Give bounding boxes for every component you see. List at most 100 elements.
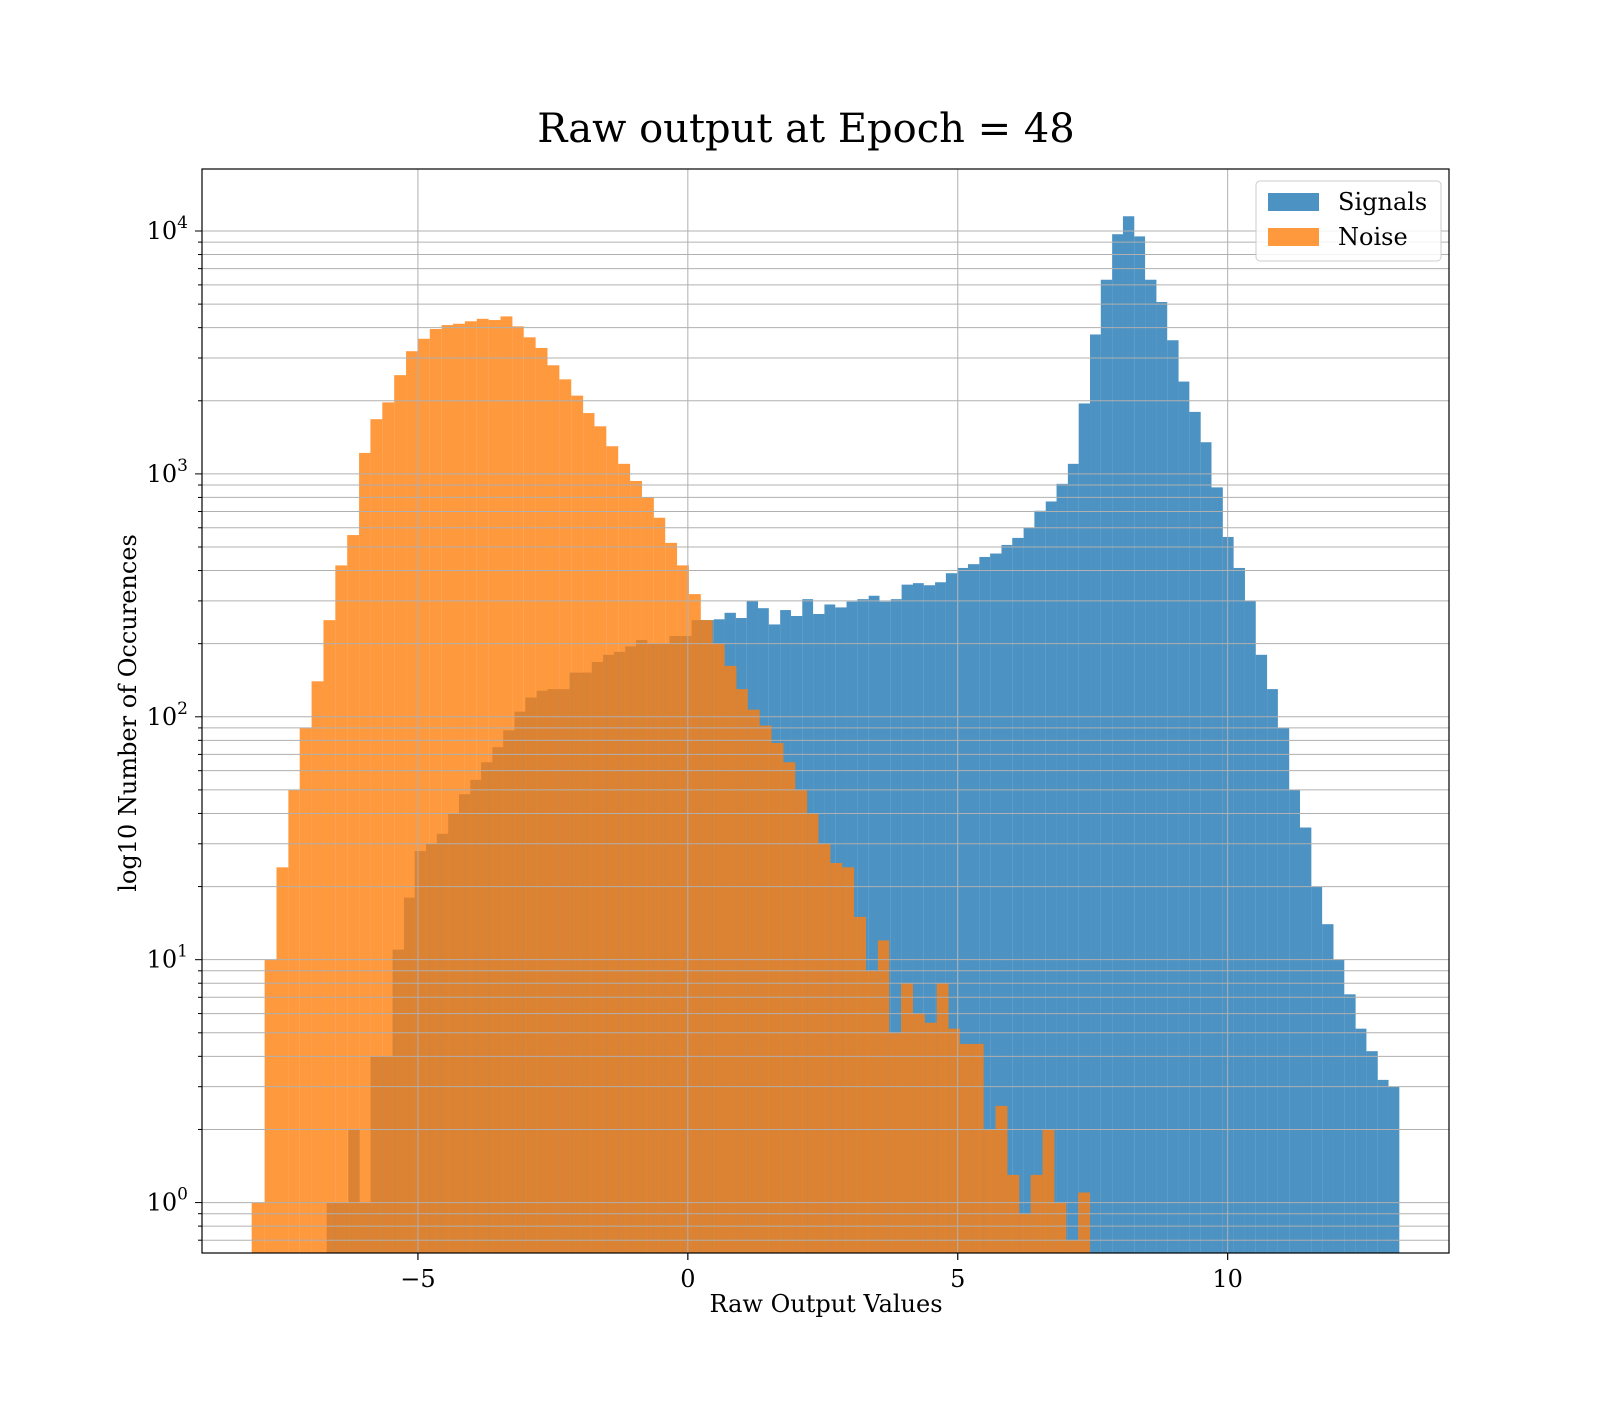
signals-bar [1388,1086,1400,1253]
signals-bar [1200,442,1212,1253]
signals-bar [957,567,969,1253]
noise-bar [1066,1240,1079,1253]
legend-label-noise: Noise [1338,223,1408,251]
noise-bar [276,867,289,1253]
legend-swatch-noise [1268,228,1319,246]
noise-bar [264,959,277,1253]
signals-bar [990,553,1002,1253]
signals-bar [901,584,913,1253]
noise-bar [842,867,855,1253]
signals-bar [1178,381,1190,1253]
noise-bar [995,1105,1008,1253]
signals-bar [1167,340,1179,1253]
signals-bar [879,601,891,1253]
signals-bar [1045,501,1057,1254]
noise-bar [359,452,371,1253]
signals-bar [1255,654,1268,1253]
noise-bar [429,328,442,1253]
noise-bar [665,542,678,1253]
signals-bar [1134,236,1146,1253]
noise-bar [347,535,360,1253]
noise-bar [688,594,701,1253]
y-tick-label: 102 [147,699,188,731]
grid-layer [202,169,1449,1253]
legend-label-signals: Signals [1338,188,1427,216]
noise-bar [323,620,336,1253]
noise-bar [948,1028,960,1253]
noise-bar [865,970,878,1253]
noise-bar [818,843,831,1253]
noise-bar [618,463,631,1254]
signals-bar [1023,527,1035,1253]
signals-bar [1233,567,1245,1253]
x-axis-ticks: −5 0 5 10 [400,1253,1243,1293]
noise-bar [1054,1202,1067,1253]
noise-bar [854,916,866,1253]
signals-bar [1001,544,1013,1253]
noise-bar [700,620,713,1253]
x-tick-label: −5 [400,1265,435,1293]
noise-bar [924,1022,937,1253]
noise-bar [441,325,454,1253]
noise-bar [712,643,725,1253]
series-noise [251,316,1091,1254]
noise-bar [523,337,536,1253]
noise-bar [571,395,584,1253]
noise-bar [547,365,560,1253]
noise-bar [1042,1129,1055,1253]
noise-bar [877,940,890,1253]
signals-bar [1090,334,1101,1254]
noise-bar [912,1013,925,1253]
noise-bar [971,1043,984,1253]
signals-bar [935,582,946,1253]
noise-bar [394,375,407,1253]
noise-bar [559,379,572,1253]
noise-bar [795,789,808,1253]
noise-bar [417,338,430,1253]
x-tick-label: 5 [950,1265,965,1293]
noise-bar [783,762,796,1253]
noise-bar [382,402,395,1253]
noise-bar [936,983,949,1253]
noise-bar [983,1129,996,1253]
noise-bar [488,320,501,1253]
y-tick-label: 104 [147,213,188,245]
signals-bar [1300,827,1312,1253]
signals-bar [1078,403,1091,1253]
signals-bar [1366,1051,1378,1253]
signals-bar [968,564,980,1253]
noise-bar [830,863,843,1253]
signals-bar [868,595,880,1253]
noise-bar [311,681,324,1253]
signals-bar [1056,483,1068,1254]
axes-layer [201,168,1450,1254]
signals-bar [1344,994,1356,1253]
signals-bar [1377,1079,1389,1253]
noise-bar [630,480,642,1253]
noise-bar [583,413,595,1253]
noise-bar [606,446,619,1254]
noise-bar [677,565,689,1253]
noise-bar [370,419,383,1253]
signals-bar [1222,536,1234,1253]
signals-bar [1067,463,1079,1254]
noise-bar [500,316,513,1253]
chart-title: Raw output at Epoch = 48 [537,106,1074,152]
signals-bar [1112,234,1123,1254]
signals-bar [1333,959,1345,1253]
signals-bar [1100,279,1113,1253]
noise-bar [889,1032,902,1253]
signals-bar [1289,789,1301,1253]
y-tick-label: 103 [147,456,188,488]
y-axis-label: log10 Number of Occurences [114,534,142,892]
noise-bar [771,743,784,1253]
noise-bar [901,983,913,1253]
y-axis-ticks: 100 101 102 103 104 [147,213,202,1241]
signals-bar [1189,411,1201,1253]
noise-bar [641,497,654,1253]
signals-bar [1355,1028,1367,1253]
noise-bar [1078,1192,1091,1253]
signals-bar [1145,279,1157,1253]
noise-bar [759,725,772,1253]
